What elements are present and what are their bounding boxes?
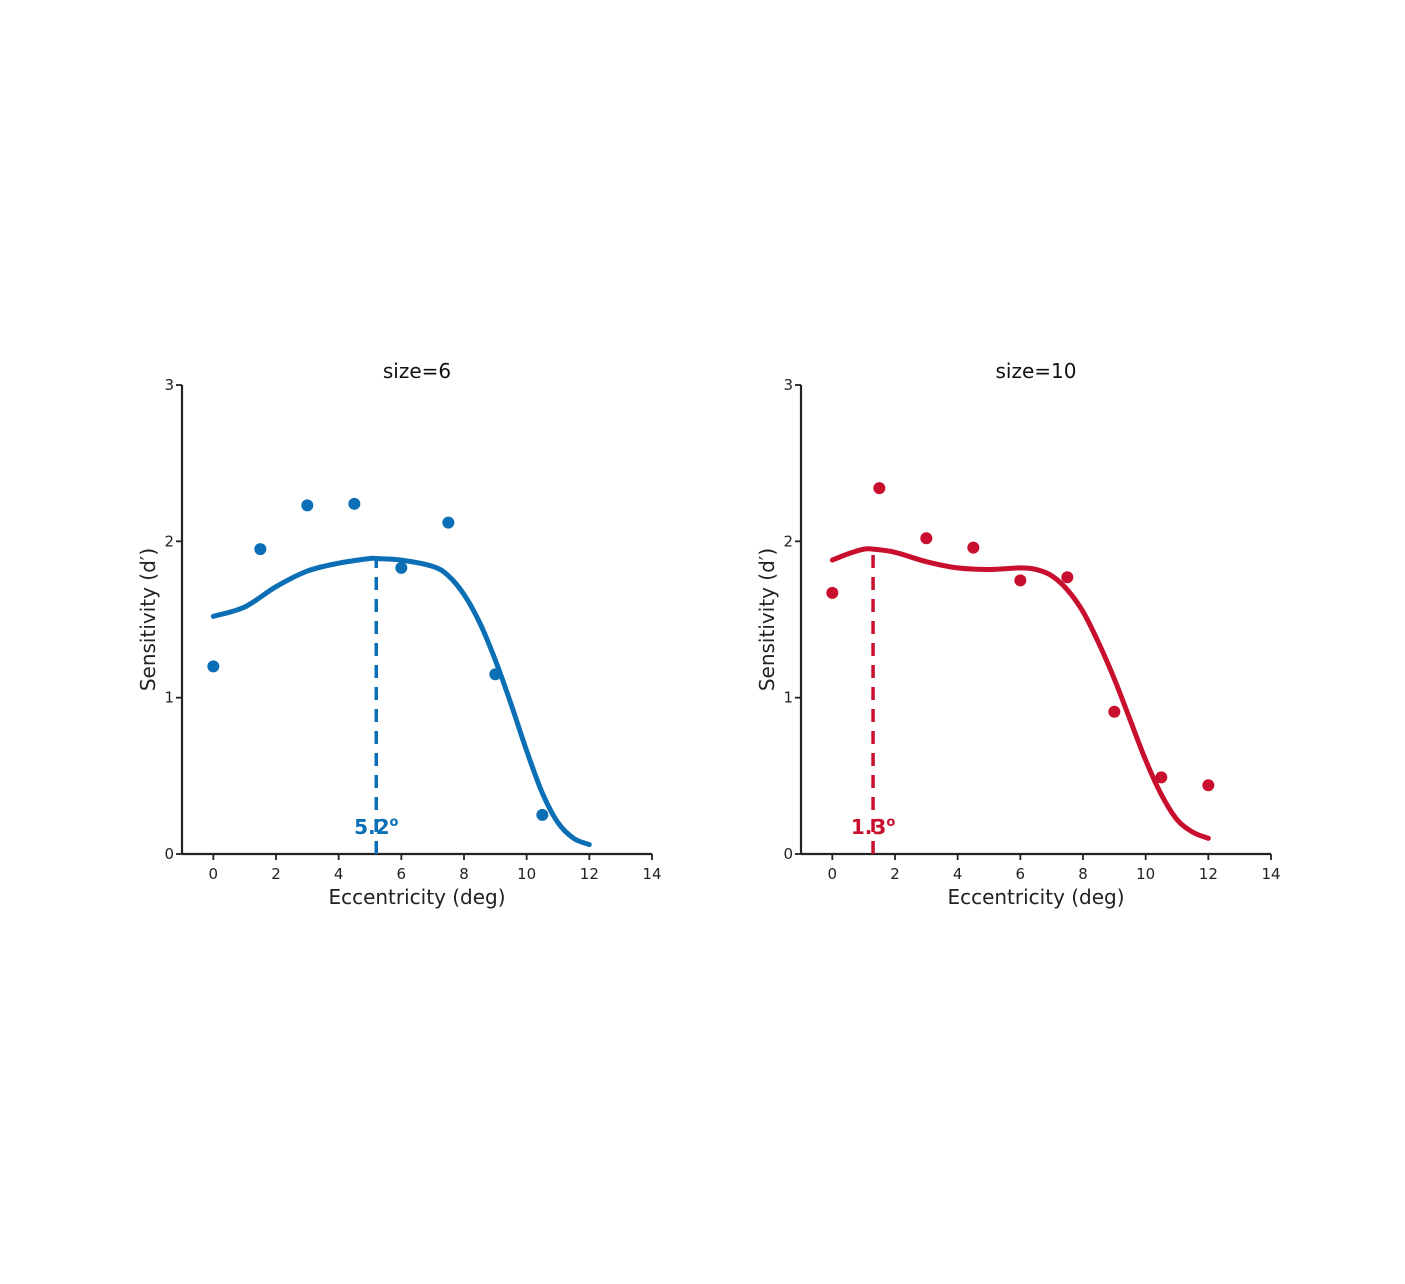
axes [176,384,653,860]
data-point [1061,571,1074,584]
panel-size-10: size=10 Eccentricity (deg) Sensitivity (… [755,359,1281,909]
x-tick-label: 6 [397,865,407,883]
peak-annotation: 1.3o [851,815,895,839]
y-axis-label: Sensitivity (d′) [136,548,160,691]
data-point [1202,779,1215,792]
data-point [1155,771,1168,784]
x-tick-label: 6 [1016,865,1026,883]
x-tick-label: 2 [271,865,281,883]
fit-curve [210,555,592,848]
degree-symbol: o [390,815,399,830]
y-tick-label: 2 [783,532,793,550]
y-tick-label: 0 [783,845,793,863]
x-tick-label: 2 [890,865,900,883]
y-tick-label: 3 [783,376,793,394]
x-axis-label: Eccentricity (deg) [328,885,505,909]
data-point [301,499,314,512]
x-tick-label: 0 [828,865,838,883]
panel-title: size=10 [996,359,1077,383]
x-tick-label: 12 [580,865,599,883]
x-tick-label: 0 [209,865,219,883]
y-tick-label: 0 [164,845,174,863]
ticks: 0 2 4 6 8 10 12 14 0 1 2 3 [783,376,1280,883]
x-tick-label: 10 [1136,865,1155,883]
data-point [395,561,408,574]
data-point [967,541,980,554]
fit-curve [829,546,1211,841]
panel-title: size=6 [383,359,451,383]
x-tick-label: 4 [334,865,344,883]
x-axis-label: Eccentricity (deg) [947,885,1124,909]
peak-annotation: 5.2o [354,815,398,839]
x-tick-label: 8 [459,865,469,883]
data-point [442,516,455,529]
axes [795,384,1272,860]
x-tick-label: 8 [1078,865,1088,883]
data-point [920,532,933,545]
data-point [348,497,361,510]
peak-value: 1.3 [851,815,886,839]
x-tick-label: 12 [1199,865,1218,883]
data-point [873,482,886,495]
data-point [826,586,839,599]
y-tick-label: 1 [164,689,174,707]
ticks: 0 2 4 6 8 10 12 14 0 1 2 3 [164,376,661,883]
x-tick-label: 14 [1261,865,1280,883]
y-axis-label: Sensitivity (d′) [755,548,779,691]
panel-size-6: size=6 Eccentricity (deg) Sensitivity (d… [136,359,662,909]
data-point [207,660,220,673]
data-point [489,668,502,681]
y-tick-label: 3 [164,376,174,394]
data-point [1014,574,1027,587]
y-tick-label: 1 [783,689,793,707]
y-tick-label: 2 [164,532,174,550]
x-tick-label: 10 [517,865,536,883]
x-tick-label: 4 [953,865,963,883]
peak-value: 5.2 [354,815,389,839]
data-point [1108,705,1121,718]
x-tick-label: 14 [642,865,661,883]
data-point [536,808,549,821]
degree-symbol: o [886,815,895,830]
data-point [254,543,267,556]
